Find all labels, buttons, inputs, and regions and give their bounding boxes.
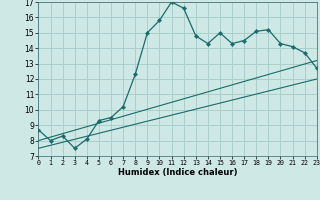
- X-axis label: Humidex (Indice chaleur): Humidex (Indice chaleur): [118, 168, 237, 177]
